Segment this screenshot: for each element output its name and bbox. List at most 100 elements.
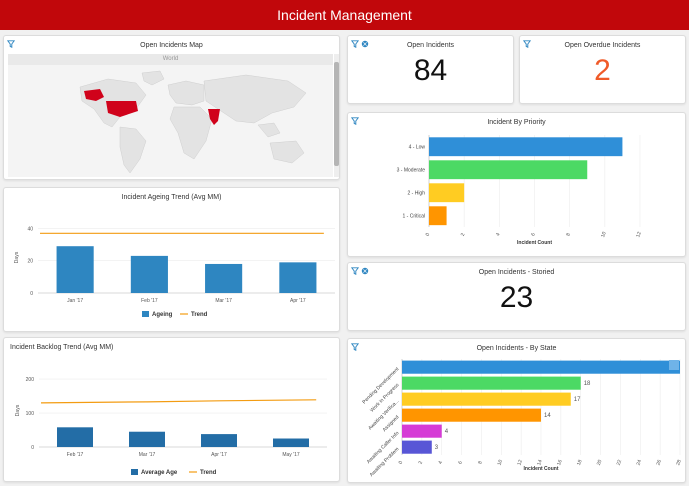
bar[interactable] [402, 408, 541, 422]
open-incidents-by-state-card: Open Incidents - By State 0 2 4 6 8 10 12 14 16 1… [347, 338, 686, 483]
bar[interactable] [205, 263, 243, 293]
x-axis-title: Incident Count [524, 466, 559, 472]
bar[interactable] [273, 438, 309, 447]
page-title: Incident Management [277, 7, 412, 23]
ageing-title: Incident Ageing Trend (Avg MM) [121, 194, 222, 201]
map-scrollbar-thumb[interactable] [334, 62, 339, 166]
world-map[interactable] [8, 65, 333, 177]
map-region-southeast-asia [257, 122, 281, 138]
by-state-title: Open Incidents - By State [476, 345, 557, 352]
bar[interactable] [429, 137, 623, 157]
bar[interactable] [129, 431, 165, 447]
x-tick-label: 4 [495, 232, 502, 237]
x-axis-title: Incident Count [517, 240, 552, 246]
map-scrollbar[interactable] [334, 54, 339, 177]
category-label: 1 - Critical [402, 214, 425, 220]
y-tick-label: 0 [30, 291, 33, 297]
x-tick-label: 8 [477, 460, 484, 465]
filter-icon[interactable] [351, 343, 359, 351]
data-label: 18 [584, 381, 591, 387]
open-incidents-storied-card[interactable]: Open Incidents - Storied 23 [347, 262, 686, 331]
open-overdue-count: 2 [594, 54, 611, 87]
trend-line [40, 399, 317, 404]
bar[interactable] [130, 255, 168, 293]
x-tick-label: 8 [565, 232, 572, 237]
map-region-africa [169, 106, 213, 160]
map-region-australia [269, 140, 305, 164]
x-tick-label: 24 [636, 459, 644, 466]
open-overdue-card[interactable]: Open Overdue Incidents 2 [519, 35, 686, 104]
y-tick-label: 200 [26, 377, 35, 383]
backlog-chart: 0 100 200 Feb '17 Mar '17 Apr '17 May '17 Days A… [15, 377, 327, 476]
x-tick-label: May '17 [282, 452, 300, 458]
x-tick-label: Apr '17 [290, 298, 306, 304]
open-incidents-card[interactable]: Open Incidents 84 [347, 35, 514, 104]
y-axis-title: Days [14, 251, 20, 263]
x-tick-label: 18 [576, 459, 584, 466]
bar[interactable] [279, 262, 317, 293]
x-tick-label: 6 [530, 232, 537, 237]
globe-icon[interactable] [361, 40, 369, 48]
x-tick-label: 0 [425, 232, 432, 237]
bar[interactable] [402, 360, 680, 374]
filter-icon[interactable] [523, 40, 531, 48]
x-tick-label: 12 [516, 459, 524, 466]
bar[interactable] [402, 440, 432, 454]
filter-icon[interactable] [7, 40, 15, 48]
x-tick-label: 22 [616, 459, 624, 466]
ageing-chart: 0 20 40 Jan '17 Feb '17 Mar '17 Apr '17 Days Age… [14, 226, 335, 318]
y-axis-title: Days [15, 404, 21, 416]
map-region-usa-highlighted [106, 101, 138, 117]
storied-title: Open Incidents - Storied [478, 269, 555, 276]
x-tick-label: 14 [536, 459, 544, 466]
open-incidents-title: Open Incidents [406, 42, 455, 49]
x-tick-label: 0 [398, 460, 405, 465]
bar[interactable] [56, 246, 94, 293]
open-incidents-count: 84 [413, 54, 448, 87]
data-label: 17 [574, 397, 581, 403]
x-tick-label: Mar '17 [215, 298, 232, 304]
category-label: 4 - Low [409, 145, 426, 151]
map-title: Open Incidents Map [140, 42, 203, 49]
bar[interactable] [57, 427, 93, 447]
x-tick-label: 6 [457, 460, 464, 465]
filter-icon[interactable] [351, 267, 359, 275]
data-label: 3 [435, 445, 439, 451]
backlog-title: Incident Backlog Trend (Avg MM) [10, 344, 114, 351]
x-tick-label: 10 [600, 231, 608, 238]
filter-icon[interactable] [351, 40, 359, 48]
bar[interactable] [429, 206, 447, 226]
map-region-greenland [141, 70, 165, 86]
legend-swatch [142, 311, 149, 317]
map-area[interactable]: World [8, 54, 333, 177]
bar[interactable] [201, 434, 237, 447]
app-header: Incident Management [0, 0, 689, 30]
y-tick-label: 40 [27, 226, 33, 232]
bar[interactable] [402, 392, 571, 406]
x-tick-label: 26 [655, 459, 663, 466]
x-tick-label: Feb '17 [141, 298, 158, 304]
legend-label: Average Age [141, 470, 178, 476]
bar[interactable] [429, 183, 465, 203]
x-tick-label: 2 [460, 232, 467, 237]
y-tick-label: 0 [31, 445, 34, 451]
globe-icon[interactable] [361, 267, 369, 275]
x-tick-label: 20 [596, 459, 604, 466]
x-tick-label: 2 [418, 460, 425, 465]
bar[interactable] [429, 160, 588, 180]
legend-label: Trend [200, 470, 217, 476]
x-tick-label: Mar '17 [139, 452, 156, 458]
filter-icon[interactable] [351, 117, 359, 125]
priority-title: Incident By Priority [487, 119, 546, 126]
y-tick-label: 20 [27, 259, 33, 265]
bar[interactable] [402, 424, 442, 438]
bar[interactable] [402, 376, 581, 390]
open-overdue-title: Open Overdue Incidents [564, 42, 641, 49]
x-tick-label: 16 [556, 459, 564, 466]
category-label: 2 - High [407, 191, 425, 197]
legend-label: Trend [191, 312, 208, 318]
data-label: 14 [544, 413, 551, 419]
priority-chart: 0 2 4 6 8 10 12 4 - Low 3 - Moderate 2 - High 1 - … [397, 135, 643, 246]
expand-icon[interactable] [669, 360, 679, 370]
